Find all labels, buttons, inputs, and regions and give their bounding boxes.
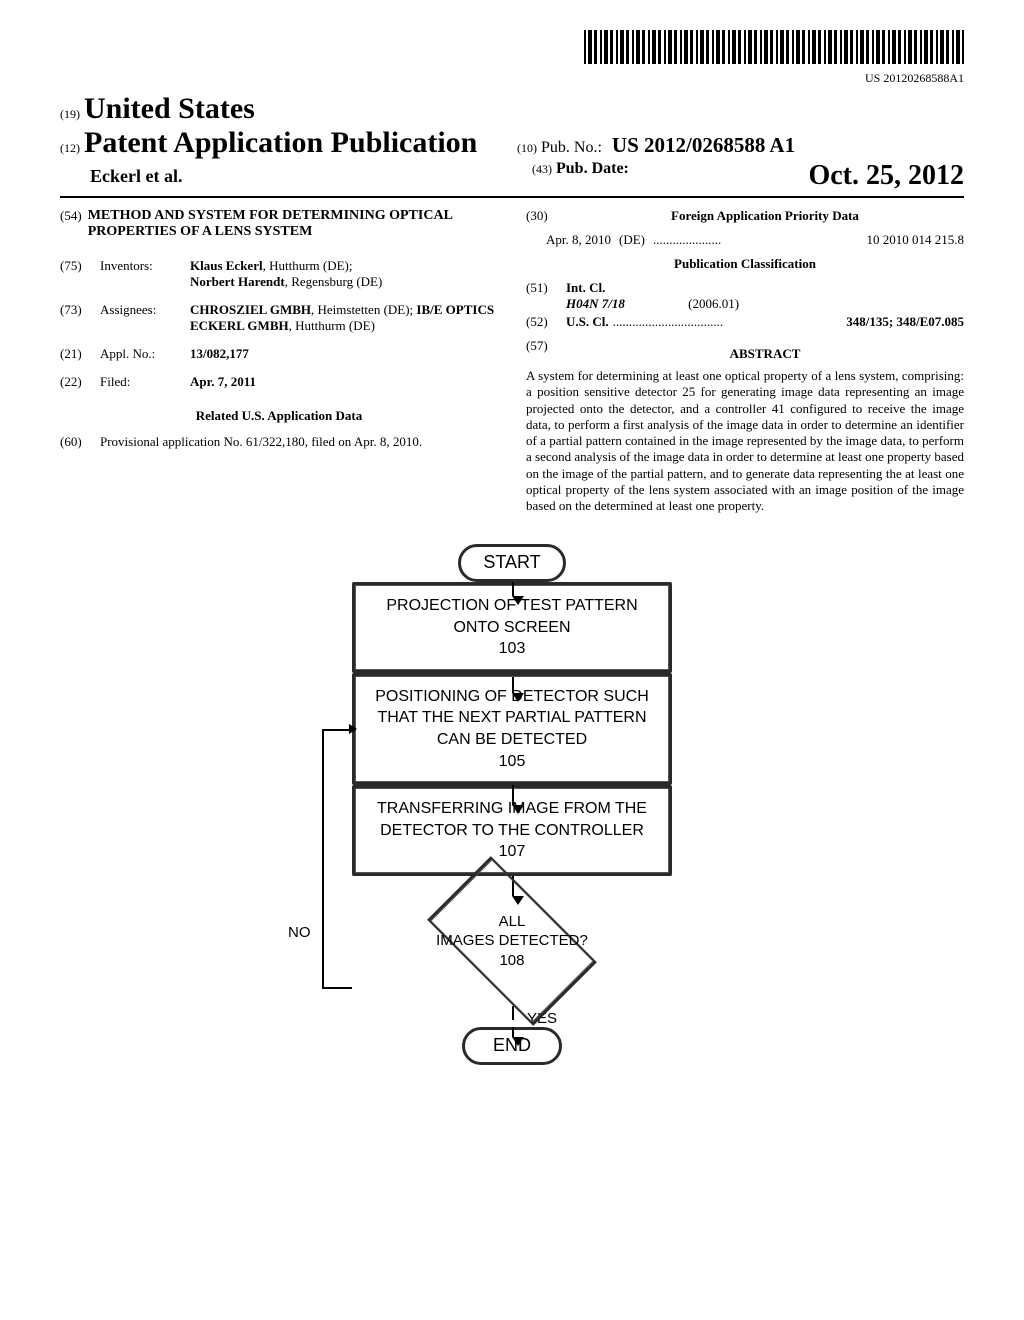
flow-start: START xyxy=(458,544,565,582)
applno-code: (21) xyxy=(60,346,100,362)
pub-date: Oct. 25, 2012 xyxy=(808,160,964,192)
barcode-graphic xyxy=(584,30,964,64)
biblio-columns: (54) METHOD AND SYSTEM FOR DETERMINING O… xyxy=(60,208,964,514)
inventors-label: Inventors: xyxy=(100,258,190,290)
foreign-data-row: Apr. 8, 2010 (DE) 10 2010 014 215.8 xyxy=(526,232,964,248)
intcl-block: Int. Cl. H04N 7/18 (2006.01) xyxy=(566,280,739,312)
dotfill xyxy=(653,232,721,248)
pub-no: US 2012/0268588 A1 xyxy=(612,133,795,157)
abstract-header-row: (57) ABSTRACT xyxy=(526,338,964,368)
foreign-date: Apr. 8, 2010 xyxy=(546,232,611,248)
dec-l3: 108 xyxy=(499,952,524,969)
abstract-header: ABSTRACT xyxy=(566,346,964,362)
inventors-code: (75) xyxy=(60,258,100,290)
left-column: (54) METHOD AND SYSTEM FOR DETERMINING O… xyxy=(60,208,498,514)
filed-row: (22) Filed: Apr. 7, 2011 xyxy=(60,374,498,390)
flow-decision-wrap: NO ALL IMAGES DETECTED? 108 xyxy=(252,876,772,1006)
pub-date-label: Pub. Date: xyxy=(556,160,629,177)
title-code: (54) xyxy=(60,208,88,240)
intcl-val: H04N 7/18 xyxy=(566,296,625,311)
authors: Eckerl et al. xyxy=(90,166,182,186)
inventors-row: (75) Inventors: Klaus Eckerl, Hutthurm (… xyxy=(60,258,498,290)
pub-class-header: Publication Classification xyxy=(526,256,964,272)
foreign-code: (30) xyxy=(526,208,566,232)
doc-type-code: (12) xyxy=(60,141,80,155)
patent-title: METHOD AND SYSTEM FOR DETERMINING OPTICA… xyxy=(88,208,498,240)
box2-l2: THAT THE NEXT PARTIAL PATTERN xyxy=(377,709,646,726)
box2-l3: CAN BE DETECTED xyxy=(437,731,587,748)
barcode-label: US 20120268588A1 xyxy=(60,71,964,86)
decision-text: ALL IMAGES DETECTED? 108 xyxy=(436,912,588,971)
filed-code: (22) xyxy=(60,374,100,390)
country: United States xyxy=(84,92,255,125)
uscl-code: (52) xyxy=(526,314,566,330)
assignee1-loc: , Heimstetten (DE); xyxy=(311,302,416,317)
diamond-wrap: ALL IMAGES DETECTED? 108 xyxy=(372,876,652,1006)
box3-l2: DETECTOR TO THE CONTROLLER xyxy=(380,822,644,839)
foreign-num: 10 2010 014 215.8 xyxy=(867,232,965,248)
intcl-row: (51) Int. Cl. H04N 7/18 (2006.01) xyxy=(526,280,964,312)
box2-l1: POSITIONING OF DETECTOR SUCH xyxy=(375,688,649,705)
header: (19) United States (12) Patent Applicati… xyxy=(60,92,964,192)
assignee2-loc: , Hutthurm (DE) xyxy=(289,318,375,333)
inventor2-loc: , Regensburg (DE) xyxy=(285,274,383,289)
intcl-label: Int. Cl. xyxy=(566,280,605,295)
pub-date-code: (43) xyxy=(532,162,552,176)
uscl-row: (52) U.S. Cl. ..........................… xyxy=(526,314,964,330)
filed-value: Apr. 7, 2011 xyxy=(190,374,256,389)
no-label: NO xyxy=(288,924,311,941)
flowchart: START PROJECTION OF TEST PATTERN ONTO SC… xyxy=(60,544,964,1065)
header-divider xyxy=(60,196,964,198)
provisional-text: Provisional application No. 61/322,180, … xyxy=(100,434,498,450)
provisional-code: (60) xyxy=(60,434,100,450)
loop-arrowhead xyxy=(349,724,357,734)
assignees-label: Assignees: xyxy=(100,302,190,334)
applno-value: 13/082,177 xyxy=(190,346,249,361)
uscl-label: U.S. Cl. xyxy=(566,314,609,330)
page-root: US 20120268588A1 (19) United States (12)… xyxy=(0,0,1024,1105)
pub-no-code: (10) xyxy=(517,141,537,155)
inventor2-name: Norbert Harendt xyxy=(190,274,285,289)
box1-l3: 103 xyxy=(499,640,526,657)
assignee1-name: CHROSZIEL GMBH xyxy=(190,302,311,317)
applno-row: (21) Appl. No.: 13/082,177 xyxy=(60,346,498,362)
pub-no-label: Pub. No.: xyxy=(541,139,602,156)
title-block: (54) METHOD AND SYSTEM FOR DETERMINING O… xyxy=(60,208,498,240)
related-header: Related U.S. Application Data xyxy=(60,408,498,424)
foreign-header: Foreign Application Priority Data xyxy=(566,208,964,224)
inventor1-name: Klaus Eckerl xyxy=(190,258,263,273)
abstract-text: A system for determining at least one op… xyxy=(526,368,964,514)
uscl-val: 348/135; 348/E07.085 xyxy=(727,314,964,330)
assignees-code: (73) xyxy=(60,302,100,334)
provisional-row: (60) Provisional application No. 61/322,… xyxy=(60,434,498,450)
barcode-region: US 20120268588A1 xyxy=(60,30,964,86)
assignees-value: CHROSZIEL GMBH, Heimstetten (DE); IB/E O… xyxy=(190,302,498,334)
abstract-code: (57) xyxy=(526,338,566,368)
country-code: (19) xyxy=(60,107,80,121)
intcl-year: (2006.01) xyxy=(688,296,739,311)
filed-label: Filed: xyxy=(100,374,190,390)
box2-l4: 105 xyxy=(499,753,526,770)
assignees-row: (73) Assignees: CHROSZIEL GMBH, Heimstet… xyxy=(60,302,498,334)
foreign-header-row: (30) Foreign Application Priority Data xyxy=(526,208,964,232)
foreign-country: (DE) xyxy=(619,232,645,248)
flow-box-105: POSITIONING OF DETECTOR SUCH THAT THE NE… xyxy=(352,673,672,785)
inventor1-loc: , Hutthurm (DE); xyxy=(263,258,353,273)
inventors-value: Klaus Eckerl, Hutthurm (DE); Norbert Har… xyxy=(190,258,498,290)
applno-label: Appl. No.: xyxy=(100,346,190,362)
dec-l2: IMAGES DETECTED? xyxy=(436,932,588,949)
box1-l2: ONTO SCREEN xyxy=(453,619,570,636)
loop-target-wrap: POSITIONING OF DETECTOR SUCH THAT THE NE… xyxy=(352,673,672,785)
intcl-code: (51) xyxy=(526,280,566,312)
box3-l3: 107 xyxy=(499,843,526,860)
right-column: (30) Foreign Application Priority Data A… xyxy=(526,208,964,514)
dec-l1: ALL xyxy=(499,913,526,930)
doc-type: Patent Application Publication xyxy=(84,126,477,159)
